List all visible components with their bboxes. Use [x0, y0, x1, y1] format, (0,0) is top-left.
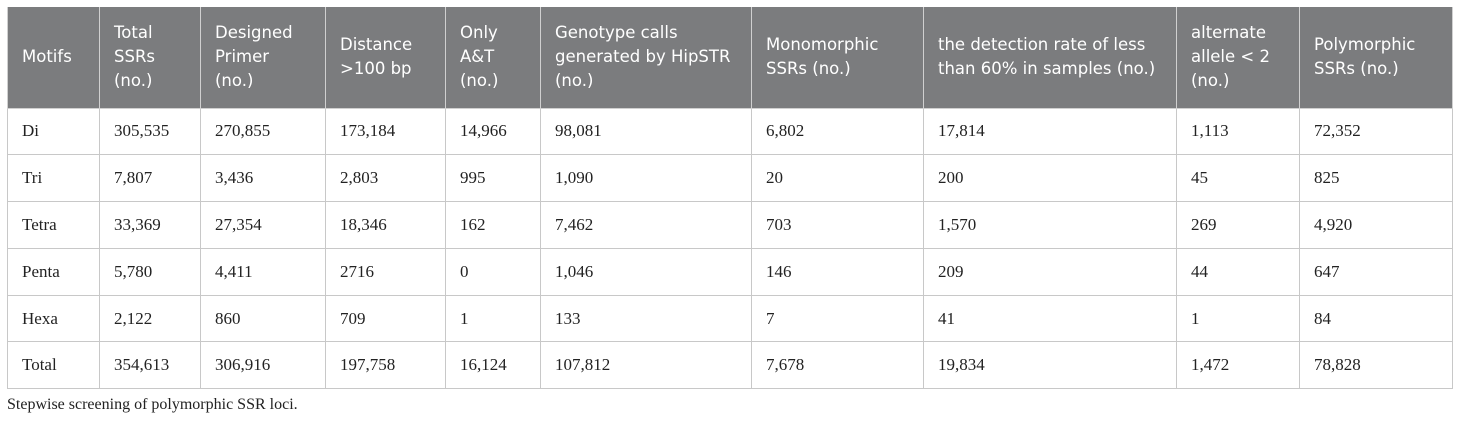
data-table: Motifs Total SSRs (no.) Designed Primer (n… [7, 7, 1453, 390]
header-cell: alternate allele < 2 (no.) [1176, 7, 1300, 109]
cell: 1 [1176, 294, 1300, 343]
cell: 7,678 [751, 341, 924, 390]
cell: 17,814 [923, 107, 1177, 156]
cell: 107,812 [540, 341, 752, 390]
cell: 860 [200, 294, 326, 343]
cell: 33,369 [99, 201, 201, 249]
cell: 27,354 [200, 201, 326, 249]
header-cell: Motifs [7, 7, 100, 109]
cell: 45 [1176, 154, 1300, 203]
cell: 269 [1176, 201, 1300, 249]
cell: 647 [1299, 247, 1453, 296]
cell: 354,613 [99, 341, 201, 390]
cell: 709 [325, 294, 446, 343]
table-row: Penta 5,780 4,411 2716 0 1,046 146 209 44 647 [7, 247, 1453, 296]
row-label: Penta [7, 247, 100, 296]
cell: 1,046 [540, 247, 752, 296]
cell: 44 [1176, 247, 1300, 296]
header-cell: the detection rate of less than 60% in s… [923, 7, 1177, 109]
cell: 7,807 [99, 154, 201, 203]
cell: 3,436 [200, 154, 326, 203]
cell: 133 [540, 294, 752, 343]
cell: 7 [751, 294, 924, 343]
cell: 1,113 [1176, 107, 1300, 156]
table-row: Tetra 33,369 27,354 18,346 162 7,462 703 1,570 2… [7, 201, 1453, 249]
cell: 6,802 [751, 107, 924, 156]
cell: 1,472 [1176, 341, 1300, 390]
table-row: Di 305,535 270,855 173,184 14,966 98,081 6,802… [7, 107, 1453, 156]
header-cell: Distance >100 bp [325, 7, 446, 109]
cell: 41 [923, 294, 1177, 343]
cell: 72,352 [1299, 107, 1453, 156]
cell: 1 [445, 294, 541, 343]
cell: 209 [923, 247, 1177, 296]
cell: 98,081 [540, 107, 752, 156]
cell: 4,411 [200, 247, 326, 296]
cell: 1,090 [540, 154, 752, 203]
cell: 7,462 [540, 201, 752, 249]
cell: 197,758 [325, 341, 446, 390]
cell: 1,570 [923, 201, 1177, 249]
header-cell: Only A&T (no.) [445, 7, 541, 109]
cell: 173,184 [325, 107, 446, 156]
row-label: Tetra [7, 201, 100, 249]
cell: 2,122 [99, 294, 201, 343]
cell: 4,920 [1299, 201, 1453, 249]
cell: 703 [751, 201, 924, 249]
header-cell: Designed Primer (no.) [200, 7, 326, 109]
cell: 162 [445, 201, 541, 249]
header-cell: Monomorphic SSRs (no.) [751, 7, 924, 109]
table-body: Di 305,535 270,855 173,184 14,966 98,081 6,802… [7, 107, 1453, 390]
cell: 78,828 [1299, 341, 1453, 390]
header-cell: Total SSRs (no.) [99, 7, 201, 109]
cell: 84 [1299, 294, 1453, 343]
table-row: Hexa 2,122 860 709 1 133 7 41 1 84 [7, 294, 1453, 343]
cell: 0 [445, 247, 541, 296]
table-row: Total 354,613 306,916 197,758 16,124 107,812 7… [7, 341, 1453, 390]
header-row: Motifs Total SSRs (no.) Designed Primer (n… [7, 7, 1453, 109]
row-label: Tri [7, 154, 100, 203]
cell: 5,780 [99, 247, 201, 296]
cell: 18,346 [325, 201, 446, 249]
cell: 2,803 [325, 154, 446, 203]
cell: 14,966 [445, 107, 541, 156]
cell: 16,124 [445, 341, 541, 390]
cell: 995 [445, 154, 541, 203]
cell: 20 [751, 154, 924, 203]
row-label: Hexa [7, 294, 100, 343]
cell: 19,834 [923, 341, 1177, 390]
cell: 200 [923, 154, 1177, 203]
cell: 146 [751, 247, 924, 296]
header-cell: Polymorphic SSRs (no.) [1299, 7, 1453, 109]
caption: Stepwise screening of polymorphic SSR lo… [7, 396, 298, 413]
header-cell: Genotype calls generated by HipSTR (no.) [540, 7, 752, 109]
cell: 305,535 [99, 107, 201, 156]
row-label: Di [7, 107, 100, 156]
cell: 306,916 [200, 341, 326, 390]
cell: 270,855 [200, 107, 326, 156]
table-row: Tri 7,807 3,436 2,803 995 1,090 20 200 45 825 [7, 154, 1453, 203]
cell: 825 [1299, 154, 1453, 203]
cell: 2716 [325, 247, 446, 296]
row-label: Total [7, 341, 100, 390]
